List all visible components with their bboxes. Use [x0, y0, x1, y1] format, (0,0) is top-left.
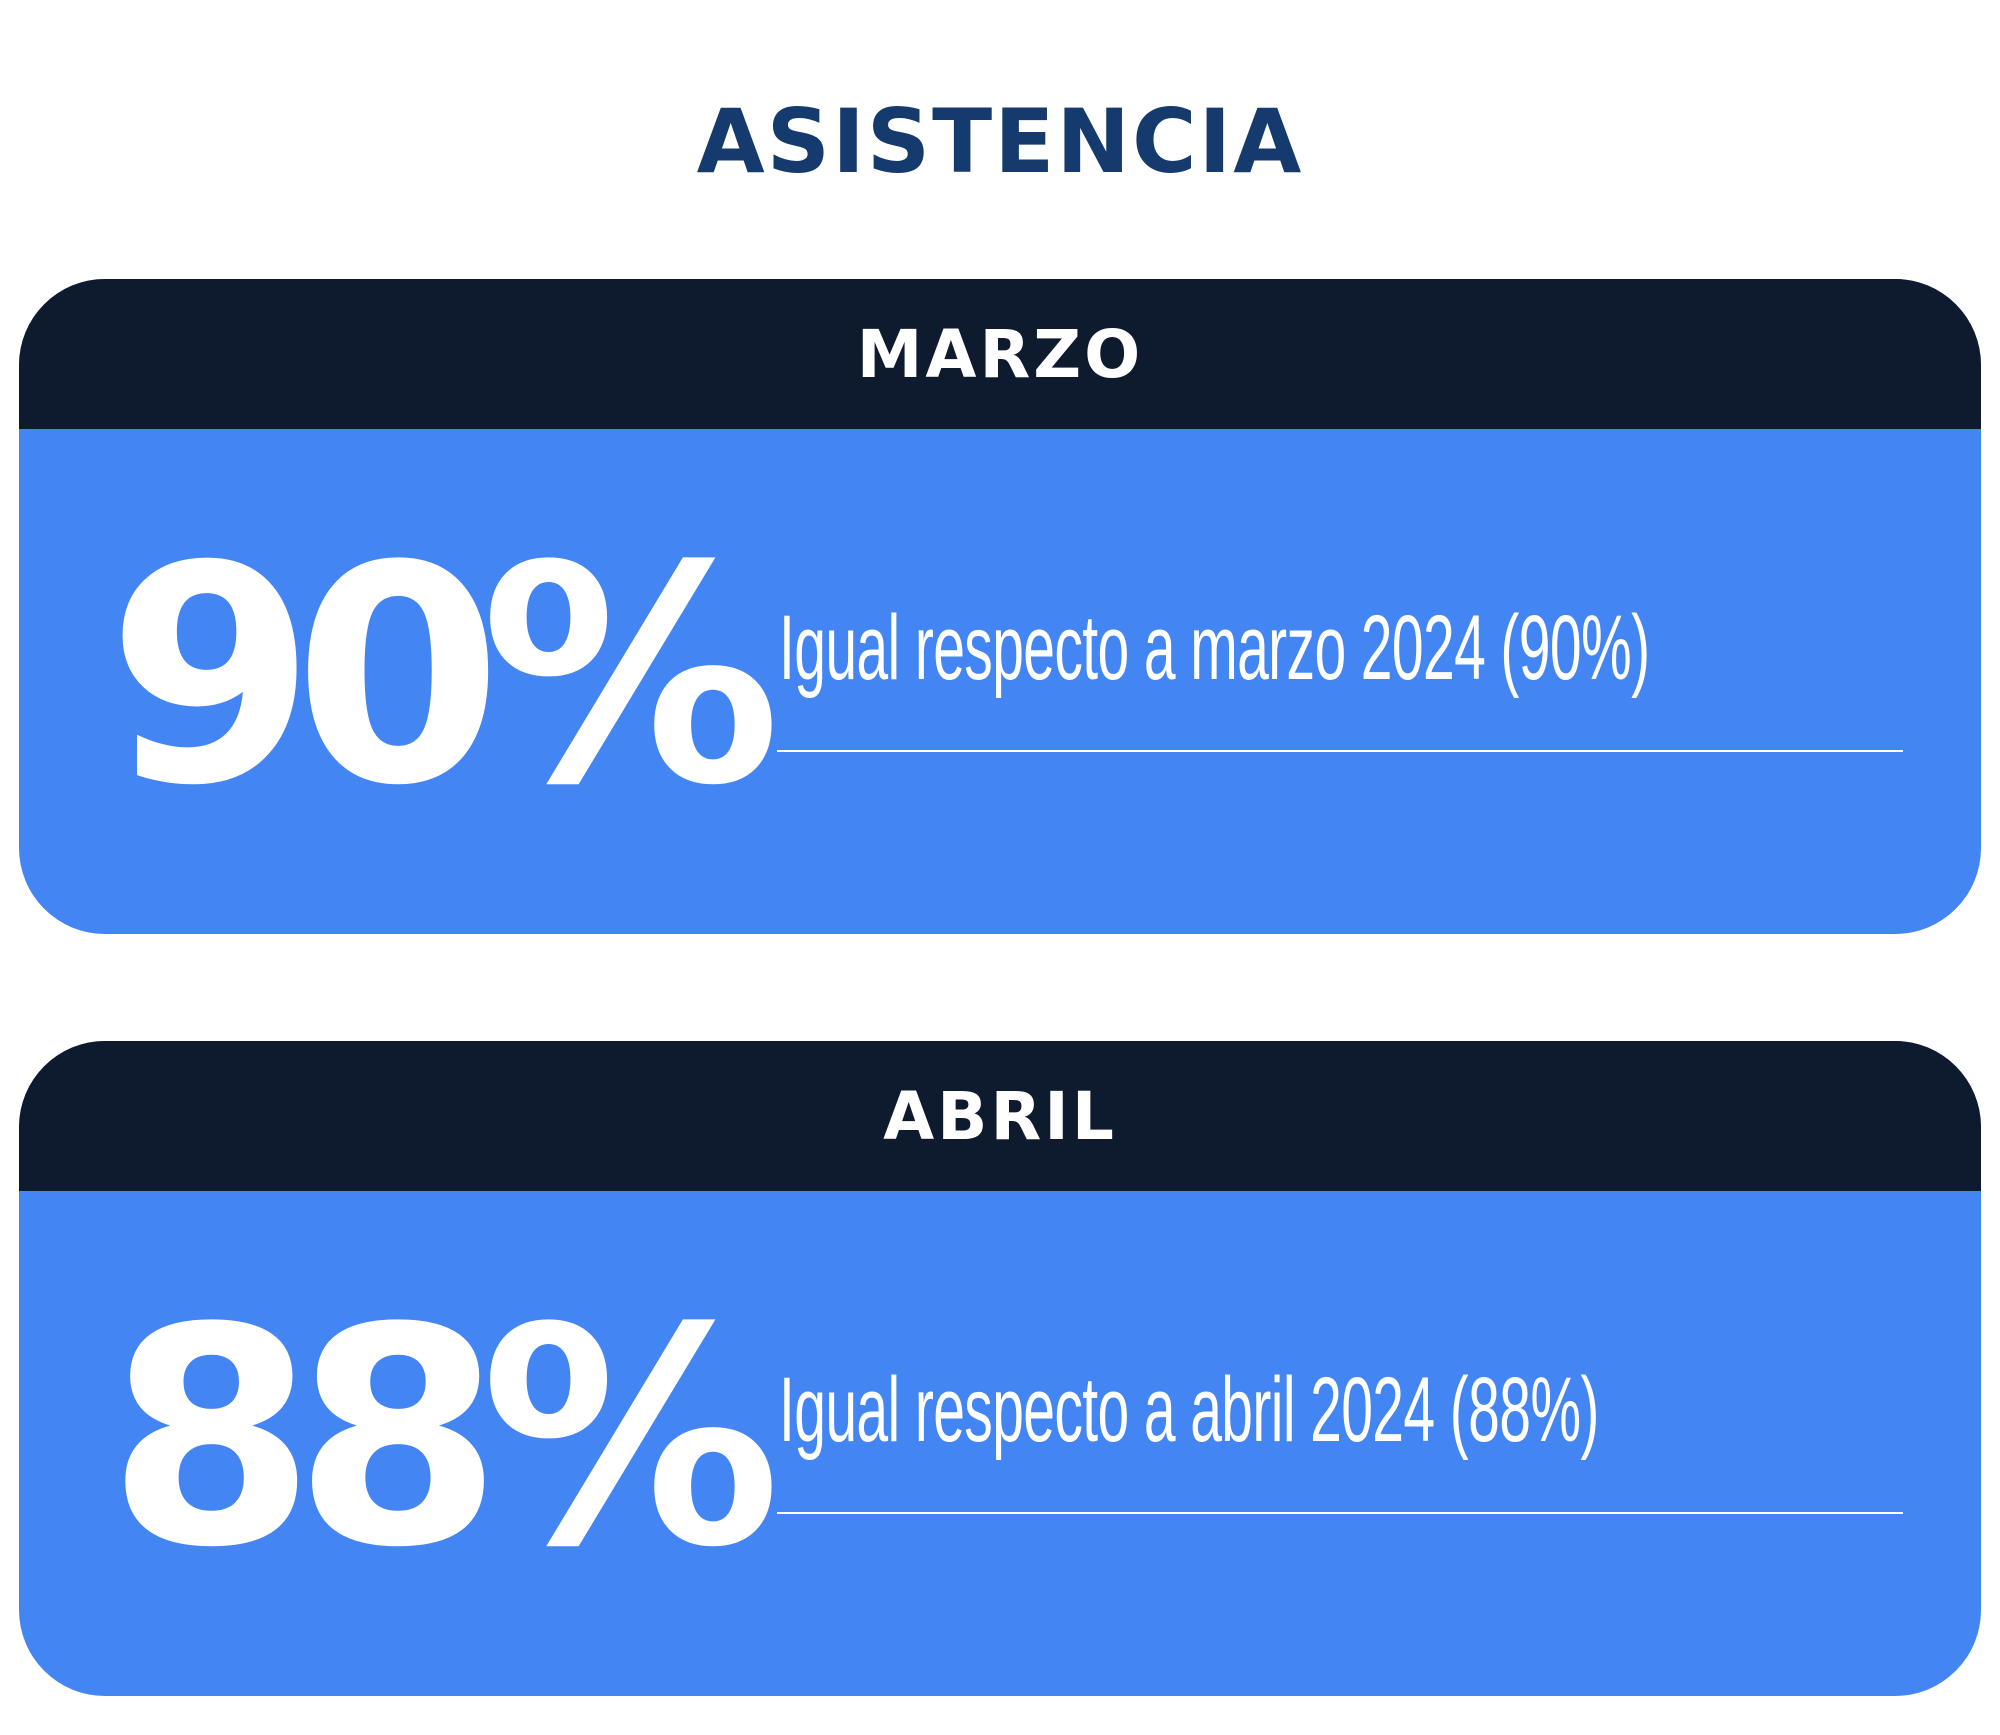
attendance-percentage: 88%: [107, 1264, 781, 1613]
divider-line: [777, 750, 1903, 752]
divider-line: [777, 1512, 1903, 1514]
comparison-text: Igual respecto a marzo 2024 (90%): [779, 597, 1650, 699]
card-header: ABRIL: [19, 1041, 1981, 1191]
comparison-text: Igual respecto a abril 2024 (88%): [779, 1359, 1599, 1461]
card-header: MARZO: [19, 279, 1981, 429]
attendance-card-marzo: MARZO 90% Igual respecto a marzo 2024 (9…: [19, 279, 1981, 934]
month-label: ABRIL: [883, 1078, 1117, 1155]
attendance-percentage: 90%: [107, 502, 781, 851]
attendance-card-abril: ABRIL 88% Igual respecto a abril 2024 (8…: [19, 1041, 1981, 1696]
month-label: MARZO: [856, 316, 1144, 393]
page-title: ASISTENCIA: [696, 90, 1304, 193]
